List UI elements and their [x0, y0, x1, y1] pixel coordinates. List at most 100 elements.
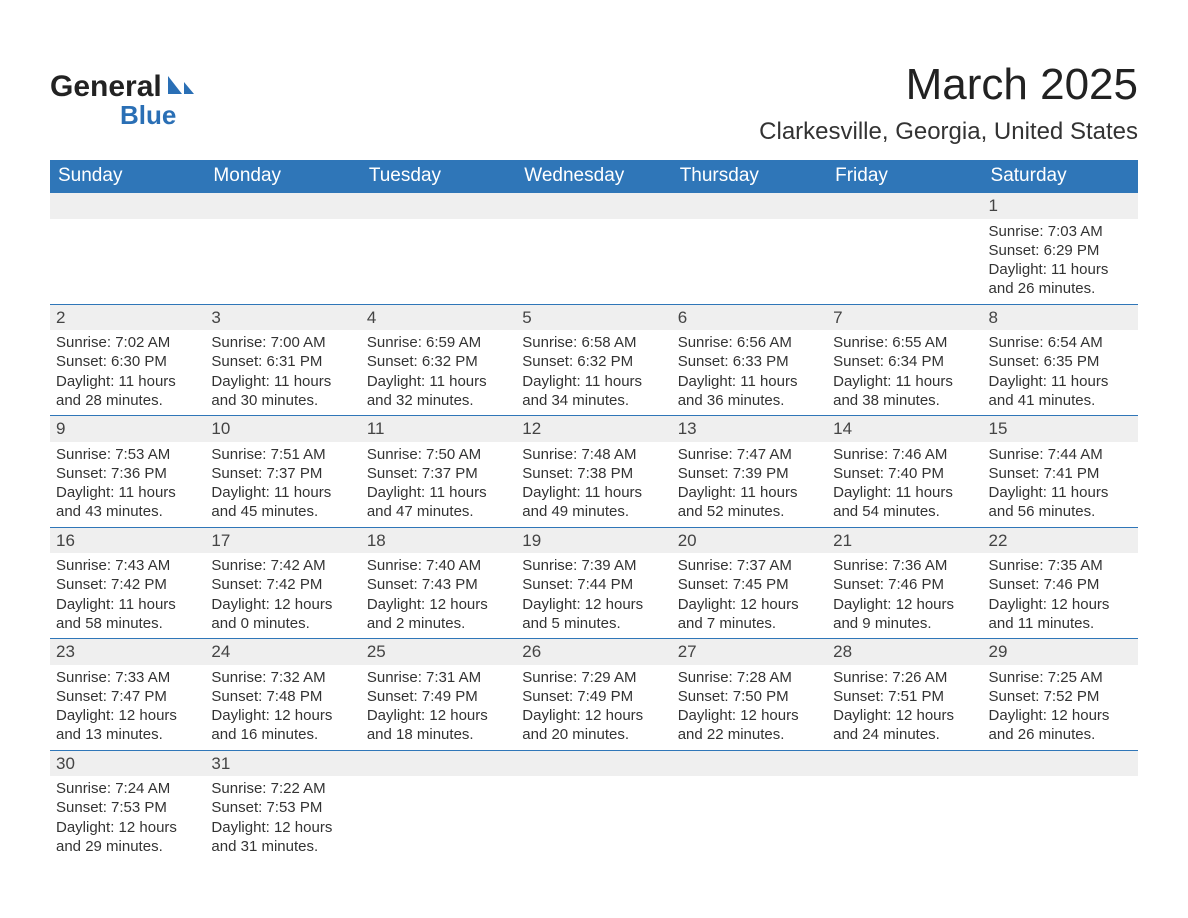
day-cell: Sunrise: 7:39 AMSunset: 7:44 PMDaylight:…: [516, 553, 671, 638]
sunrise-line: Sunrise: 7:37 AM: [678, 556, 821, 575]
day-cell: Sunrise: 7:46 AMSunset: 7:40 PMDaylight:…: [827, 442, 982, 527]
day-cell: Sunrise: 7:36 AMSunset: 7:46 PMDaylight:…: [827, 553, 982, 638]
day-number: 9: [50, 416, 205, 442]
sunset-line: Sunset: 7:47 PM: [56, 687, 199, 706]
day-number: 10: [205, 416, 360, 442]
day-cell: Sunrise: 7:40 AMSunset: 7:43 PMDaylight:…: [361, 553, 516, 638]
day-cell: Sunrise: 6:58 AMSunset: 6:32 PMDaylight:…: [516, 330, 671, 415]
sunrise-line: Sunrise: 7:29 AM: [522, 668, 665, 687]
weekday-header: Tuesday: [361, 160, 516, 193]
day-content-row: Sunrise: 7:03 AMSunset: 6:29 PMDaylight:…: [50, 219, 1138, 304]
weekday-header: Friday: [827, 160, 982, 193]
day-number: 31: [205, 750, 360, 776]
calendar-table: SundayMondayTuesdayWednesdayThursdayFrid…: [50, 160, 1138, 861]
sunrise-line: Sunrise: 7:50 AM: [367, 445, 510, 464]
day-cell: [516, 219, 671, 304]
day-number: 14: [827, 416, 982, 442]
sunset-line: Sunset: 7:48 PM: [211, 687, 354, 706]
day-cell: Sunrise: 7:29 AMSunset: 7:49 PMDaylight:…: [516, 665, 671, 750]
day-cell: [361, 219, 516, 304]
day-number: 29: [983, 639, 1138, 665]
header: General Blue March 2025 Clarkesville, Ge…: [50, 40, 1138, 160]
day-number: 24: [205, 639, 360, 665]
sunset-line: Sunset: 7:42 PM: [211, 575, 354, 594]
sunrise-line: Sunrise: 7:32 AM: [211, 668, 354, 687]
sunset-line: Sunset: 7:53 PM: [211, 798, 354, 817]
day-content-row: Sunrise: 7:02 AMSunset: 6:30 PMDaylight:…: [50, 330, 1138, 415]
day-number: [516, 750, 671, 776]
sunrise-line: Sunrise: 7:02 AM: [56, 333, 199, 352]
day-cell: Sunrise: 6:56 AMSunset: 6:33 PMDaylight:…: [672, 330, 827, 415]
day-number: 15: [983, 416, 1138, 442]
daylight-line: Daylight: 12 hours and 24 minutes.: [833, 706, 976, 744]
day-cell: Sunrise: 7:53 AMSunset: 7:36 PMDaylight:…: [50, 442, 205, 527]
daylight-line: Daylight: 11 hours and 34 minutes.: [522, 372, 665, 410]
day-number: 8: [983, 304, 1138, 330]
weekday-header: Monday: [205, 160, 360, 193]
day-number-row: 1: [50, 193, 1138, 219]
sunset-line: Sunset: 6:33 PM: [678, 352, 821, 371]
day-number: 26: [516, 639, 671, 665]
day-number: 5: [516, 304, 671, 330]
daylight-line: Daylight: 11 hours and 56 minutes.: [989, 483, 1132, 521]
day-cell: Sunrise: 7:00 AMSunset: 6:31 PMDaylight:…: [205, 330, 360, 415]
sunset-line: Sunset: 7:45 PM: [678, 575, 821, 594]
sunrise-line: Sunrise: 7:24 AM: [56, 779, 199, 798]
day-cell: [983, 776, 1138, 861]
sunset-line: Sunset: 6:35 PM: [989, 352, 1132, 371]
daylight-line: Daylight: 12 hours and 29 minutes.: [56, 818, 199, 856]
sunset-line: Sunset: 7:42 PM: [56, 575, 199, 594]
sunset-line: Sunset: 7:38 PM: [522, 464, 665, 483]
daylight-line: Daylight: 12 hours and 18 minutes.: [367, 706, 510, 744]
day-number: [50, 193, 205, 219]
day-number-row: 3031: [50, 750, 1138, 776]
sunrise-line: Sunrise: 7:31 AM: [367, 668, 510, 687]
daylight-line: Daylight: 11 hours and 38 minutes.: [833, 372, 976, 410]
sunrise-line: Sunrise: 7:40 AM: [367, 556, 510, 575]
sunrise-line: Sunrise: 7:03 AM: [989, 222, 1132, 241]
day-cell: Sunrise: 7:43 AMSunset: 7:42 PMDaylight:…: [50, 553, 205, 638]
day-number-row: 9101112131415: [50, 416, 1138, 442]
sunset-line: Sunset: 7:51 PM: [833, 687, 976, 706]
day-cell: Sunrise: 7:28 AMSunset: 7:50 PMDaylight:…: [672, 665, 827, 750]
sunrise-line: Sunrise: 7:28 AM: [678, 668, 821, 687]
sunrise-line: Sunrise: 7:39 AM: [522, 556, 665, 575]
day-number-row: 16171819202122: [50, 527, 1138, 553]
day-cell: [205, 219, 360, 304]
day-number: 25: [361, 639, 516, 665]
day-number: 11: [361, 416, 516, 442]
day-cell: Sunrise: 6:54 AMSunset: 6:35 PMDaylight:…: [983, 330, 1138, 415]
sunset-line: Sunset: 7:49 PM: [522, 687, 665, 706]
day-number: 17: [205, 527, 360, 553]
sunset-line: Sunset: 6:29 PM: [989, 241, 1132, 260]
day-number: 16: [50, 527, 205, 553]
sunrise-line: Sunrise: 6:54 AM: [989, 333, 1132, 352]
daylight-line: Daylight: 11 hours and 36 minutes.: [678, 372, 821, 410]
daylight-line: Daylight: 12 hours and 20 minutes.: [522, 706, 665, 744]
sunset-line: Sunset: 6:32 PM: [522, 352, 665, 371]
sunrise-line: Sunrise: 7:46 AM: [833, 445, 976, 464]
day-cell: [516, 776, 671, 861]
day-cell: [672, 219, 827, 304]
weekday-header: Saturday: [983, 160, 1138, 193]
day-number: [205, 193, 360, 219]
sunset-line: Sunset: 7:41 PM: [989, 464, 1132, 483]
day-number: [361, 193, 516, 219]
sunset-line: Sunset: 7:46 PM: [833, 575, 976, 594]
day-cell: Sunrise: 7:42 AMSunset: 7:42 PMDaylight:…: [205, 553, 360, 638]
day-number-row: 23242526272829: [50, 639, 1138, 665]
day-content-row: Sunrise: 7:43 AMSunset: 7:42 PMDaylight:…: [50, 553, 1138, 638]
daylight-line: Daylight: 12 hours and 26 minutes.: [989, 706, 1132, 744]
sunrise-line: Sunrise: 7:22 AM: [211, 779, 354, 798]
day-number: [672, 193, 827, 219]
day-number: [361, 750, 516, 776]
sunrise-line: Sunrise: 6:56 AM: [678, 333, 821, 352]
daylight-line: Daylight: 12 hours and 2 minutes.: [367, 595, 510, 633]
day-cell: Sunrise: 7:22 AMSunset: 7:53 PMDaylight:…: [205, 776, 360, 861]
day-content-row: Sunrise: 7:33 AMSunset: 7:47 PMDaylight:…: [50, 665, 1138, 750]
daylight-line: Daylight: 11 hours and 26 minutes.: [989, 260, 1132, 298]
sunrise-line: Sunrise: 7:42 AM: [211, 556, 354, 575]
day-cell: Sunrise: 7:48 AMSunset: 7:38 PMDaylight:…: [516, 442, 671, 527]
logo-word2: Blue: [120, 100, 196, 131]
day-number: 12: [516, 416, 671, 442]
